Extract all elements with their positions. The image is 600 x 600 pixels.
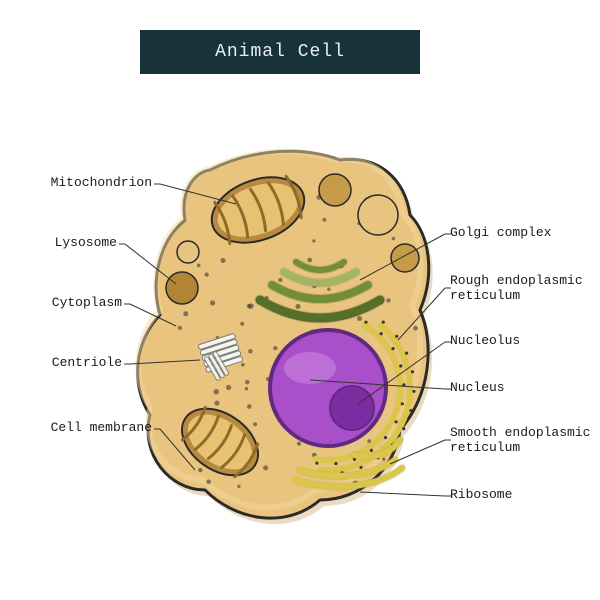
vesicle <box>177 241 199 263</box>
label-cytoplasm: Cytoplasm <box>52 296 122 311</box>
lysosome-shape <box>166 272 198 304</box>
label-ribosome: Ribosome <box>450 488 512 503</box>
vesicle <box>358 195 398 235</box>
label-lysosome: Lysosome <box>55 236 117 251</box>
label-centriole: Centriole <box>52 356 122 371</box>
nucleus-shape <box>270 330 386 446</box>
label-cell-membrane: Cell membrane <box>51 421 152 436</box>
label-rough-er: Rough endoplasmic reticulum <box>450 274 583 304</box>
label-nucleus: Nucleus <box>450 381 505 396</box>
label-mitochondrion: Mitochondrion <box>51 176 152 191</box>
vesicle <box>319 174 351 206</box>
label-golgi-complex: Golgi complex <box>450 226 551 241</box>
nucleolus-shape <box>330 386 374 430</box>
leader-ribosome <box>360 492 445 496</box>
label-smooth-er: Smooth endoplasmic reticulum <box>450 426 590 456</box>
vesicle <box>391 244 419 272</box>
label-nucleolus: Nucleolus <box>450 334 520 349</box>
